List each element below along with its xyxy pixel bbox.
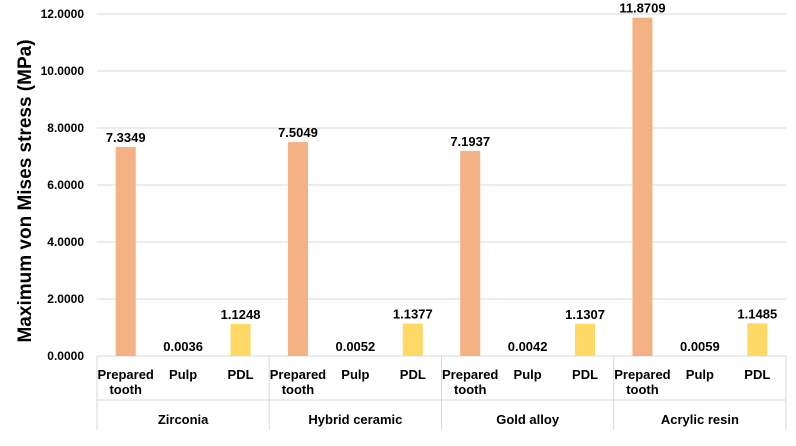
data-label: 7.3349 xyxy=(106,130,146,145)
group-label: Gold alloy xyxy=(496,412,560,427)
y-axis-title: Maximum von Mises stress (MPa) xyxy=(15,39,36,342)
category-label: Prepared tooth xyxy=(614,367,670,397)
bar xyxy=(575,323,596,356)
data-label: 0.0042 xyxy=(508,339,548,354)
bar xyxy=(115,146,136,356)
bar xyxy=(460,150,481,356)
category-label: Pulp xyxy=(169,367,197,382)
y-tick-label: 12.0000 xyxy=(41,7,85,21)
data-label: 1.1485 xyxy=(737,306,777,321)
y-tick-label: 0.0000 xyxy=(47,349,84,363)
data-label: 1.1248 xyxy=(221,307,261,322)
bar xyxy=(402,323,423,356)
category-label: PDL xyxy=(400,367,426,382)
bar xyxy=(747,323,768,356)
category-label: Pulp xyxy=(514,367,542,382)
data-label: 1.1377 xyxy=(393,307,433,322)
data-label: 0.0036 xyxy=(163,339,203,354)
bar xyxy=(632,17,653,356)
category-label: PDL xyxy=(228,367,254,382)
y-tick-label: 6.0000 xyxy=(47,178,84,192)
category-label: Prepared tooth xyxy=(442,367,498,397)
y-tick-label: 10.0000 xyxy=(41,64,85,78)
data-label: 7.1937 xyxy=(450,134,490,149)
y-tick-label: 4.0000 xyxy=(47,235,84,249)
y-tick-label: 8.0000 xyxy=(47,121,84,135)
category-label: PDL xyxy=(572,367,598,382)
bar xyxy=(230,323,251,356)
data-label: 11.8709 xyxy=(619,1,665,16)
category-label: PDL xyxy=(744,367,770,382)
data-label: 1.1307 xyxy=(565,307,605,322)
data-label: 0.0052 xyxy=(335,339,375,354)
category-label: Prepared tooth xyxy=(270,367,326,397)
data-label: 0.0059 xyxy=(680,339,720,354)
bar xyxy=(287,142,308,356)
data-label: 7.5049 xyxy=(278,125,318,140)
y-tick-label: 2.0000 xyxy=(47,292,84,306)
group-label: Acrylic resin xyxy=(661,412,739,427)
category-label: Prepared tooth xyxy=(98,367,154,397)
group-label: Zirconia xyxy=(158,412,209,427)
category-label: Pulp xyxy=(341,367,369,382)
group-label: Hybrid ceramic xyxy=(308,412,402,427)
category-label: Pulp xyxy=(686,367,714,382)
